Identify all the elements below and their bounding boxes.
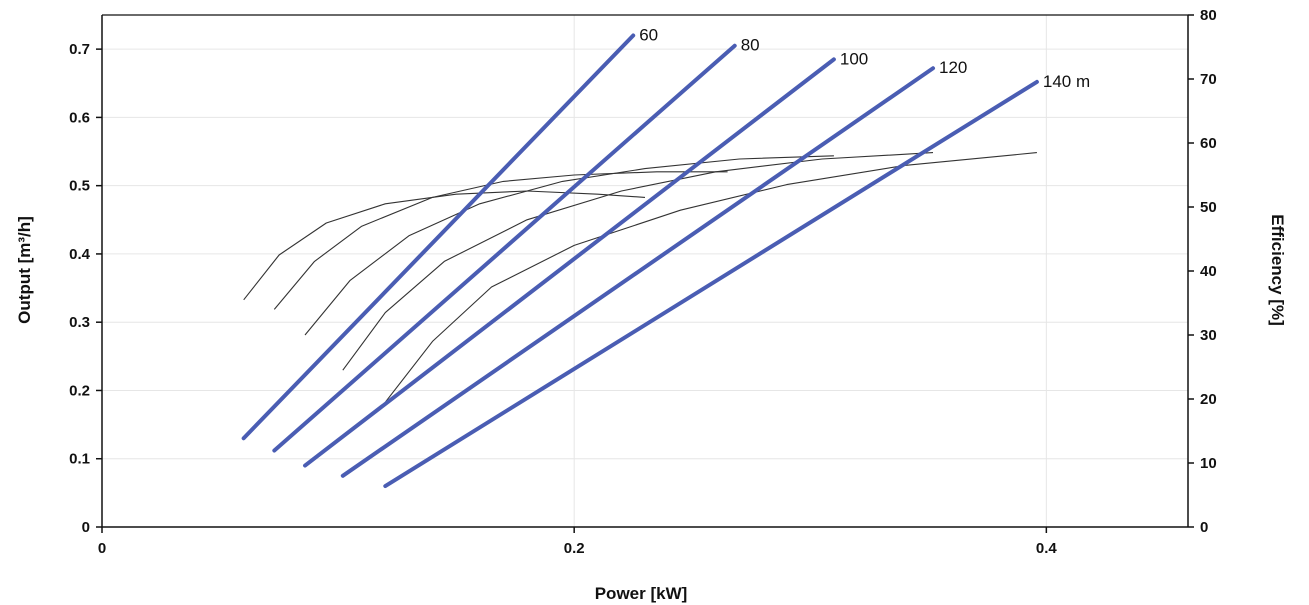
curve-label-120: 120	[939, 58, 967, 77]
y-left-tick-label: 0.1	[69, 451, 90, 468]
y-left-tick-label: 0.7	[69, 41, 90, 58]
efficiency-curves	[243, 152, 1037, 403]
output-curve-60	[241, 33, 636, 441]
efficiency-curve-3	[304, 155, 834, 336]
y-right-tick-label: 40	[1200, 263, 1217, 280]
y-right-tick-label: 10	[1200, 455, 1217, 472]
axes	[96, 14, 1194, 533]
x-tick-label: 0.4	[1036, 540, 1058, 557]
y-left-tick-label: 0.4	[69, 246, 91, 263]
output-curve-80	[272, 43, 737, 453]
grid-lines	[102, 15, 1188, 527]
curve-label-60: 60	[639, 25, 658, 44]
efficiency-curve-2	[273, 171, 728, 310]
y-right-tick-label: 0	[1200, 519, 1208, 536]
efficiency-curve-1	[243, 190, 646, 301]
y-left-axis-title: Output [m³/h]	[15, 216, 34, 324]
x-tick-label: 0.2	[564, 540, 585, 557]
y-left-tick-label: 0.2	[69, 382, 90, 399]
output-curve-120	[340, 66, 936, 478]
output-curve-140-m	[383, 79, 1039, 489]
curve-label-140-m: 140 m	[1043, 72, 1090, 91]
tick-labels: 0 0.1 0.2 0.3 0.4 0.5 0.6 0.7 0 10 20 30 40 50 60 70 80 0…	[69, 7, 1217, 557]
y-right-tick-label: 30	[1200, 327, 1217, 344]
y-right-tick-label: 50	[1200, 199, 1217, 216]
x-tick-label: 0	[98, 540, 106, 557]
y-left-tick-label: 0	[82, 519, 90, 536]
curve-label-100: 100	[840, 49, 868, 68]
y-right-tick-label: 80	[1200, 7, 1217, 24]
y-right-tick-label: 60	[1200, 135, 1217, 152]
y-right-tick-label: 70	[1200, 71, 1217, 88]
curve-label-80: 80	[741, 36, 760, 55]
output-curves: 60 80 100 120 140 m	[241, 25, 1090, 489]
y-left-tick-label: 0.5	[69, 178, 90, 195]
y-left-tick-label: 0.3	[69, 314, 90, 331]
x-axis-title: Power [kW]	[595, 584, 688, 603]
y-right-tick-label: 20	[1200, 391, 1217, 408]
y-right-axis-title: Efficiency [%]	[1268, 214, 1287, 325]
output-curve-100	[303, 57, 836, 468]
y-left-tick-label: 0.6	[69, 109, 90, 126]
efficiency-curve-5	[384, 152, 1037, 403]
efficiency-curve-4	[342, 152, 934, 371]
